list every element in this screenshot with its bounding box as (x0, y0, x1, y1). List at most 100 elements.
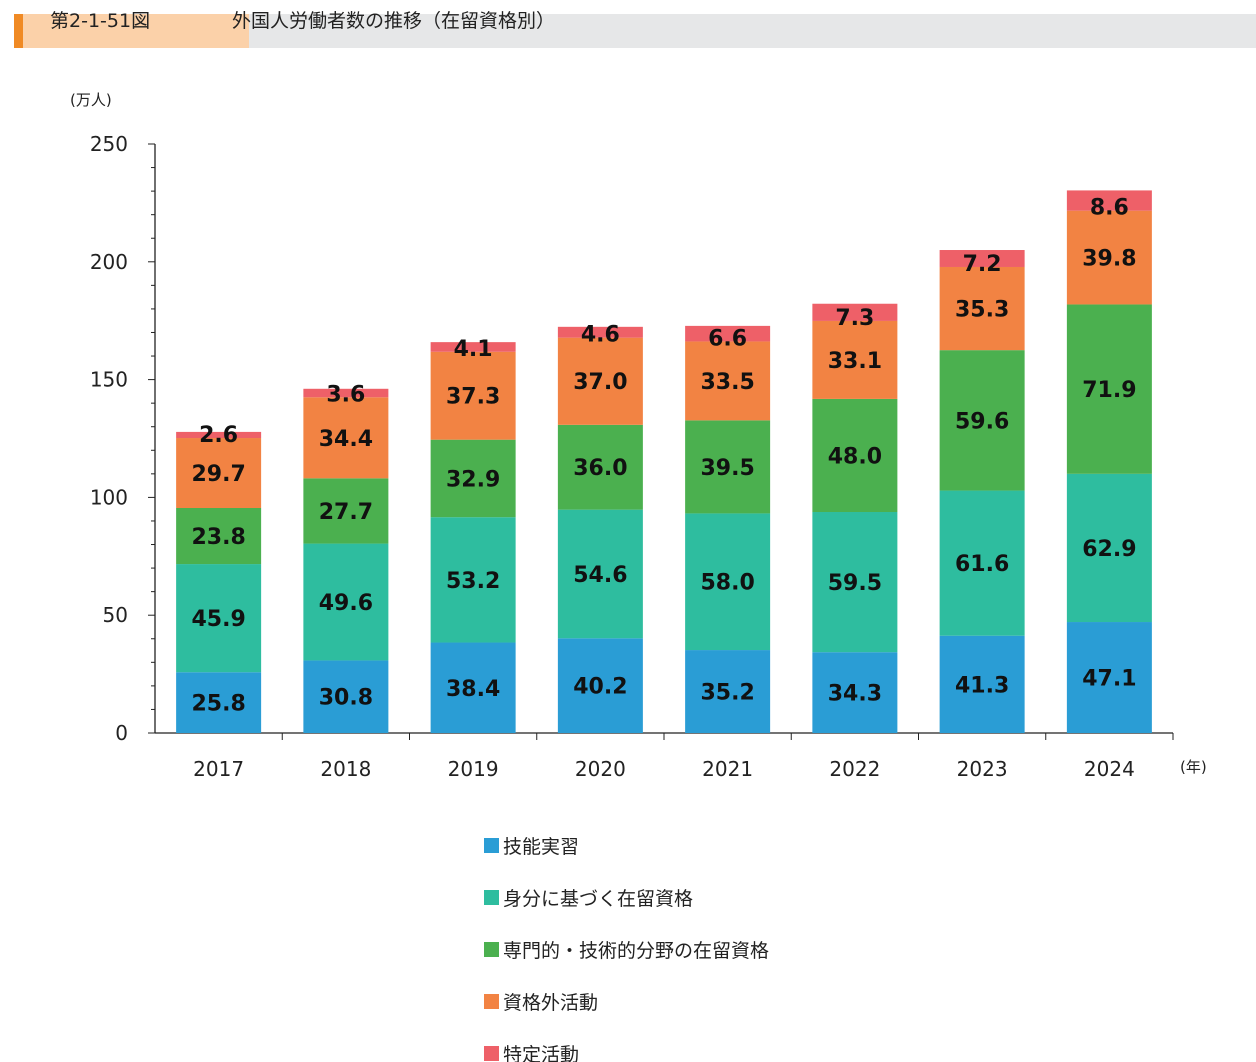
data-label: 3.6 (326, 382, 365, 407)
legend-item: 身分に基づく在留資格 (484, 884, 769, 936)
bar-segment (303, 478, 389, 544)
legend-label: 資格外活動 (503, 992, 599, 1014)
bar-segment (939, 266, 1025, 351)
bar-segment (685, 325, 771, 342)
legend-swatch (484, 838, 499, 853)
x-tick-label: 2024 (1084, 757, 1135, 781)
data-label: 59.6 (955, 409, 1009, 434)
y-tick-label: 50 (103, 603, 128, 627)
bar-segment (176, 508, 262, 565)
bar-segment (939, 490, 1025, 636)
y-tick-label: 100 (90, 485, 128, 509)
legend-label: 身分に基づく在留資格 (503, 888, 694, 910)
data-label: 48.0 (828, 444, 882, 469)
bar-segment (430, 439, 516, 518)
legend: 技能実習身分に基づく在留資格専門的・技術的分野の在留資格 資格外活動特定活動 (484, 832, 769, 1062)
data-label: 29.7 (191, 462, 245, 487)
bar-segment (939, 250, 1025, 267)
bar-segment (685, 513, 771, 651)
bar-segment (1066, 190, 1152, 211)
y-tick-label: 200 (90, 250, 128, 274)
bar-segment (557, 326, 643, 338)
data-label: 7.3 (835, 306, 874, 331)
data-label: 40.2 (573, 675, 627, 700)
bar-segment (812, 652, 898, 733)
x-axis-label: (年) (1180, 758, 1207, 776)
data-label: 38.4 (446, 677, 500, 702)
legend-label: 専門的・技術的分野の在留資格 (503, 940, 770, 962)
bar-segment (176, 438, 262, 509)
data-label: 33.1 (828, 349, 882, 374)
data-label: 59.5 (828, 571, 882, 596)
y-tick-label: 150 (90, 368, 128, 392)
x-tick-label: 2020 (575, 757, 626, 781)
data-label: 33.5 (700, 370, 754, 395)
header-accent (14, 14, 23, 48)
data-label: 61.6 (955, 552, 1009, 577)
x-tick-label: 2018 (320, 757, 371, 781)
data-label: 6.6 (708, 326, 747, 351)
figure-number-box (23, 14, 249, 48)
bar-segment (685, 420, 771, 514)
bar-segment (939, 635, 1025, 733)
bar-segment (557, 638, 643, 733)
legend-swatch (484, 890, 499, 905)
chart-area: (万人) (年) 0 50 100 150 200 250 2017 25.8 45.9 23.8 29… (70, 91, 1207, 781)
y-axis-label: (万人) (70, 91, 112, 109)
bar-segment (685, 341, 771, 421)
data-label: 37.0 (573, 370, 627, 395)
data-label: 71.9 (1082, 378, 1136, 403)
data-label: 39.5 (700, 456, 754, 481)
data-label: 47.1 (1082, 667, 1136, 692)
data-label: 34.3 (828, 682, 882, 707)
chart-title: 外国人労働者数の推移（在留資格別） (232, 10, 556, 32)
bar-segment (557, 337, 643, 425)
data-label: 27.7 (319, 500, 373, 525)
data-label: 53.2 (446, 569, 500, 594)
bar-segment (557, 424, 643, 510)
data-label: 39.8 (1082, 247, 1136, 272)
legend-item: 専門的・技術的分野の在留資格 (484, 936, 769, 988)
bar-segment (1066, 622, 1152, 733)
x-tick-label: 2021 (702, 757, 753, 781)
bar-segment (1066, 210, 1152, 305)
bar-segment (430, 342, 516, 352)
bar-segment (176, 564, 262, 673)
data-label: 4.6 (581, 323, 620, 348)
bar-segment (939, 350, 1025, 491)
bar-segment (430, 642, 516, 733)
data-label: 36.0 (573, 456, 627, 481)
data-label: 8.6 (1090, 196, 1129, 221)
data-label: 41.3 (955, 673, 1009, 698)
data-label: 23.8 (191, 525, 245, 550)
data-label: 58.0 (700, 571, 754, 596)
bar-segment (176, 672, 262, 733)
bar-segment (812, 320, 898, 399)
bar-segment (303, 397, 389, 479)
legend-label: 特定活動 (503, 1044, 580, 1062)
data-label: 25.8 (191, 692, 245, 717)
legend-swatch (484, 1046, 499, 1061)
data-label: 34.4 (319, 427, 373, 452)
data-label: 30.8 (319, 686, 373, 711)
data-label: 45.9 (191, 607, 245, 632)
bar-segment (812, 512, 898, 653)
y-tick-label: 0 (115, 721, 128, 745)
x-tick-label: 2023 (957, 757, 1008, 781)
legend-item: 技能実習 (484, 832, 769, 884)
data-label: 7.2 (963, 252, 1002, 277)
y-tick-label: 250 (90, 132, 128, 156)
x-tick-label: 2022 (829, 757, 880, 781)
data-label: 32.9 (446, 467, 500, 492)
data-label: 49.6 (319, 591, 373, 616)
bar-segment (557, 509, 643, 639)
bar-segment (812, 303, 898, 321)
data-label: 35.3 (955, 298, 1009, 323)
x-tick-label: 2019 (448, 757, 499, 781)
bar-segment (430, 351, 516, 440)
data-label: 54.6 (573, 563, 627, 588)
bar-segment (685, 650, 771, 733)
bar-segment (1066, 473, 1152, 623)
bar-segment (812, 398, 898, 513)
